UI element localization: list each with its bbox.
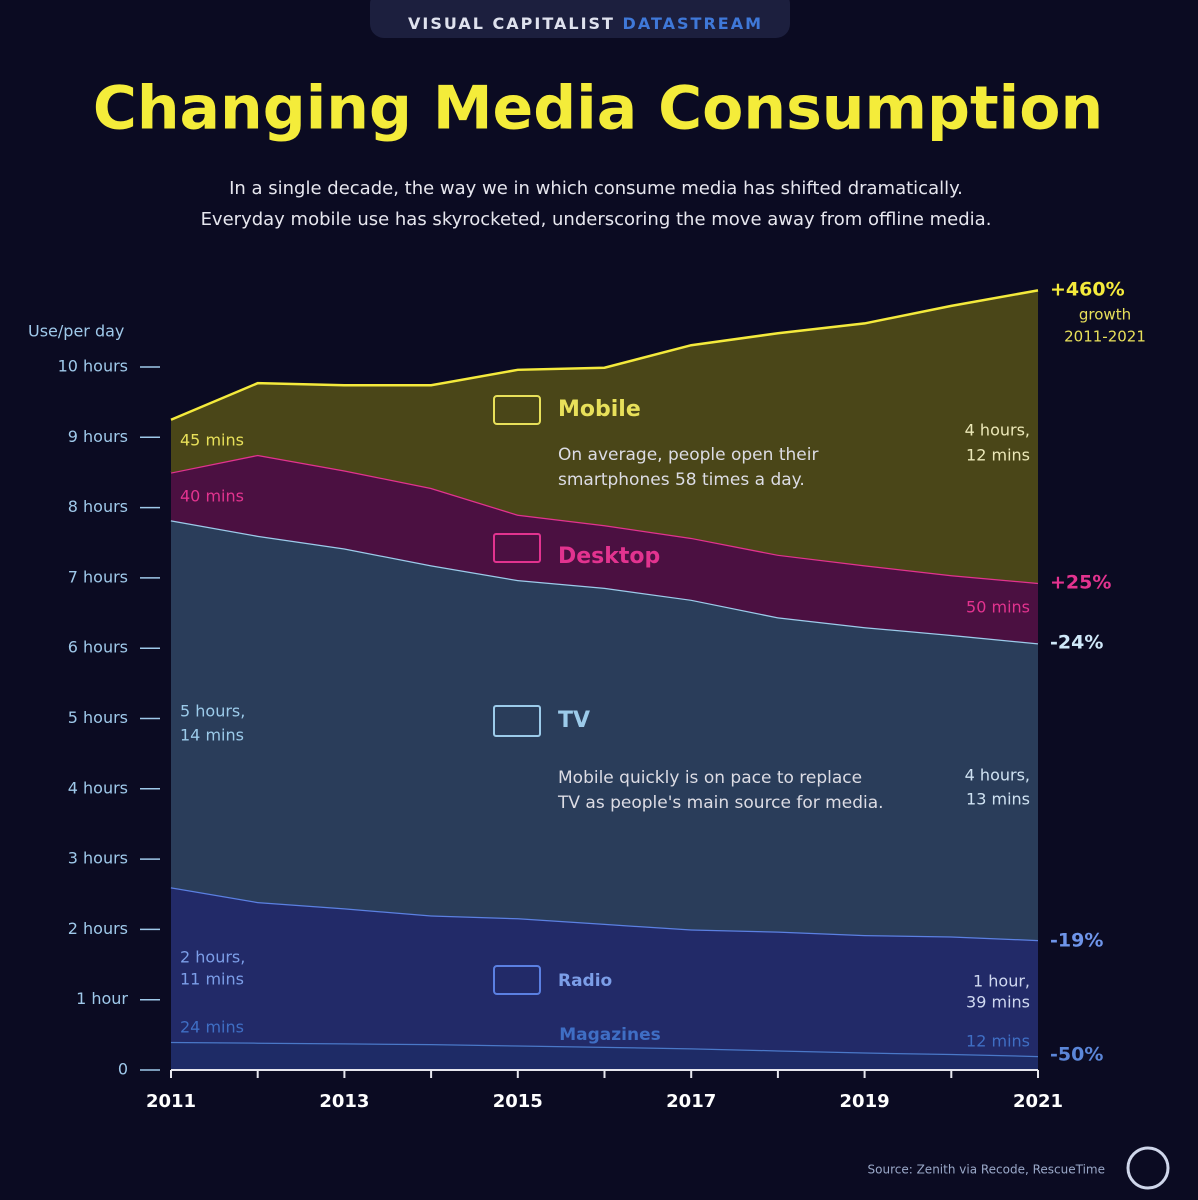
y-tick-label: 7 hours (68, 567, 128, 586)
series-name: Desktop (558, 544, 660, 569)
description: smartphones 58 times a day. (558, 470, 805, 490)
start-label: 11 mins (180, 970, 244, 989)
x-tick-label: 2017 (666, 1091, 716, 1112)
area (171, 454, 1038, 644)
series-name: TV (558, 708, 590, 733)
area (171, 290, 1038, 583)
start-label: 45 mins (180, 431, 244, 450)
start-label: 5 hours, (180, 702, 245, 721)
y-tick-label: 9 hours (68, 427, 128, 446)
change-note: growth (1079, 306, 1131, 324)
brand-product: DATASTREAM (623, 14, 763, 33)
desktop-icon (493, 533, 541, 563)
x-tick-label: 2015 (493, 1091, 543, 1112)
logo-circle (1126, 1146, 1170, 1190)
series-name: Magazines (559, 1025, 661, 1045)
subtitle: In a single decade, the way we in which … (229, 178, 963, 199)
series-name: Mobile (558, 397, 641, 422)
series-name: Radio (558, 971, 612, 991)
y-tick-label: 3 hours (68, 849, 128, 868)
end-label: 4 hours, (965, 421, 1030, 440)
end-label: 13 mins (966, 790, 1030, 809)
mobile-icon (493, 395, 541, 425)
x-tick-label: 2011 (146, 1091, 196, 1112)
change-label: +460% (1050, 279, 1125, 301)
area (171, 887, 1038, 1056)
tv-icon (493, 705, 541, 737)
end-label: 1 hour, (973, 972, 1030, 991)
change-note: 2011-2021 (1064, 328, 1146, 346)
change-label: +25% (1050, 572, 1111, 594)
source: Source: Zenith via Recode, RescueTime (868, 1163, 1105, 1177)
end-label: 39 mins (966, 993, 1030, 1012)
area-line (170, 289, 1039, 421)
x-tick-label: 2021 (1013, 1091, 1063, 1112)
plot: 2011 2013 2015 2017 2019 2021 0 1 hour 2 hours 3 … (58, 289, 1063, 1112)
y-tick-label: 0 (118, 1060, 128, 1079)
x-tick-label: 2013 (319, 1091, 369, 1112)
brand: VISUAL CAPITALIST DATASTREAM (408, 14, 763, 33)
area (171, 520, 1038, 940)
start-label: 40 mins (180, 487, 244, 506)
area (171, 1041, 1038, 1070)
y-tick-label: 2 hours (68, 919, 128, 938)
change-label: -19% (1050, 930, 1103, 952)
end-label: 12 mins (966, 1032, 1030, 1051)
end-label: 4 hours, (965, 766, 1030, 785)
description: TV as people's main source for media. (557, 793, 884, 813)
subtitle: Everyday mobile use has skyrocketed, und… (201, 209, 992, 230)
y-tick-label: 1 hour (76, 989, 128, 1008)
chart-title: Changing Media Consumption (93, 74, 1103, 144)
y-tick-label: 4 hours (68, 778, 128, 797)
y-tick-label: 8 hours (68, 497, 128, 516)
start-label: 2 hours, (180, 948, 245, 967)
y-tick-label: 10 hours (58, 357, 128, 376)
y-tick-label: 6 hours (68, 638, 128, 657)
logo (1126, 1146, 1170, 1190)
icons: 24 mins 12 mins -50% Magazines 2 hours, 11 mi… (180, 279, 1146, 1066)
end-label: 50 mins (966, 598, 1030, 617)
end-label: 12 mins (966, 446, 1030, 465)
start-label: 24 mins (180, 1018, 244, 1037)
description: Mobile quickly is on pace to replace (558, 768, 862, 788)
change-label: -24% (1050, 632, 1103, 654)
radio-icon (493, 965, 541, 995)
brand-name: VISUAL CAPITALIST (408, 14, 615, 33)
start-label: 14 mins (180, 726, 244, 745)
change-label: -50% (1050, 1044, 1103, 1066)
description: On average, people open their (558, 445, 818, 465)
y-tick-label: 5 hours (68, 708, 128, 727)
y-axis-label: Use/per day (28, 322, 124, 341)
header-pill (370, 0, 790, 38)
x-tick-label: 2019 (840, 1091, 890, 1112)
